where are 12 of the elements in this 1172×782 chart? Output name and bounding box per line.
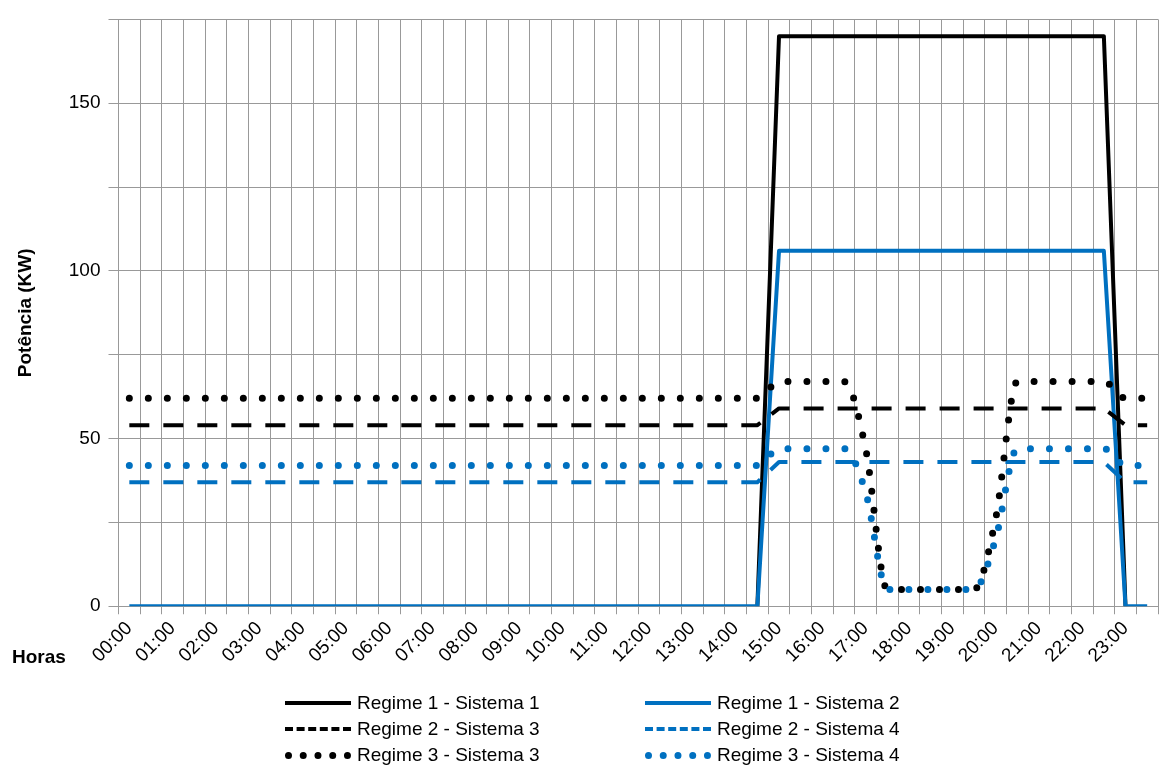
legend-label: Regime 1 - Sistema 2 [717, 692, 900, 714]
y-tick-label: 150 [68, 91, 101, 113]
legend-label: Regime 1 - Sistema 1 [357, 692, 540, 714]
legend-label: Regime 2 - Sistema 4 [717, 718, 900, 740]
y-axis-title: Potência (KW) [13, 248, 35, 378]
y-tick-label: 100 [68, 259, 101, 281]
y-tick-label: 0 [89, 594, 101, 616]
x-axis-title: Horas [12, 646, 66, 668]
legend-label: Regime 3 - Sistema 4 [717, 744, 900, 766]
legend-label: Regime 2 - Sistema 3 [357, 718, 540, 740]
y-tick-label: 50 [79, 426, 101, 448]
legend-label: Regime 3 - Sistema 3 [357, 744, 540, 766]
